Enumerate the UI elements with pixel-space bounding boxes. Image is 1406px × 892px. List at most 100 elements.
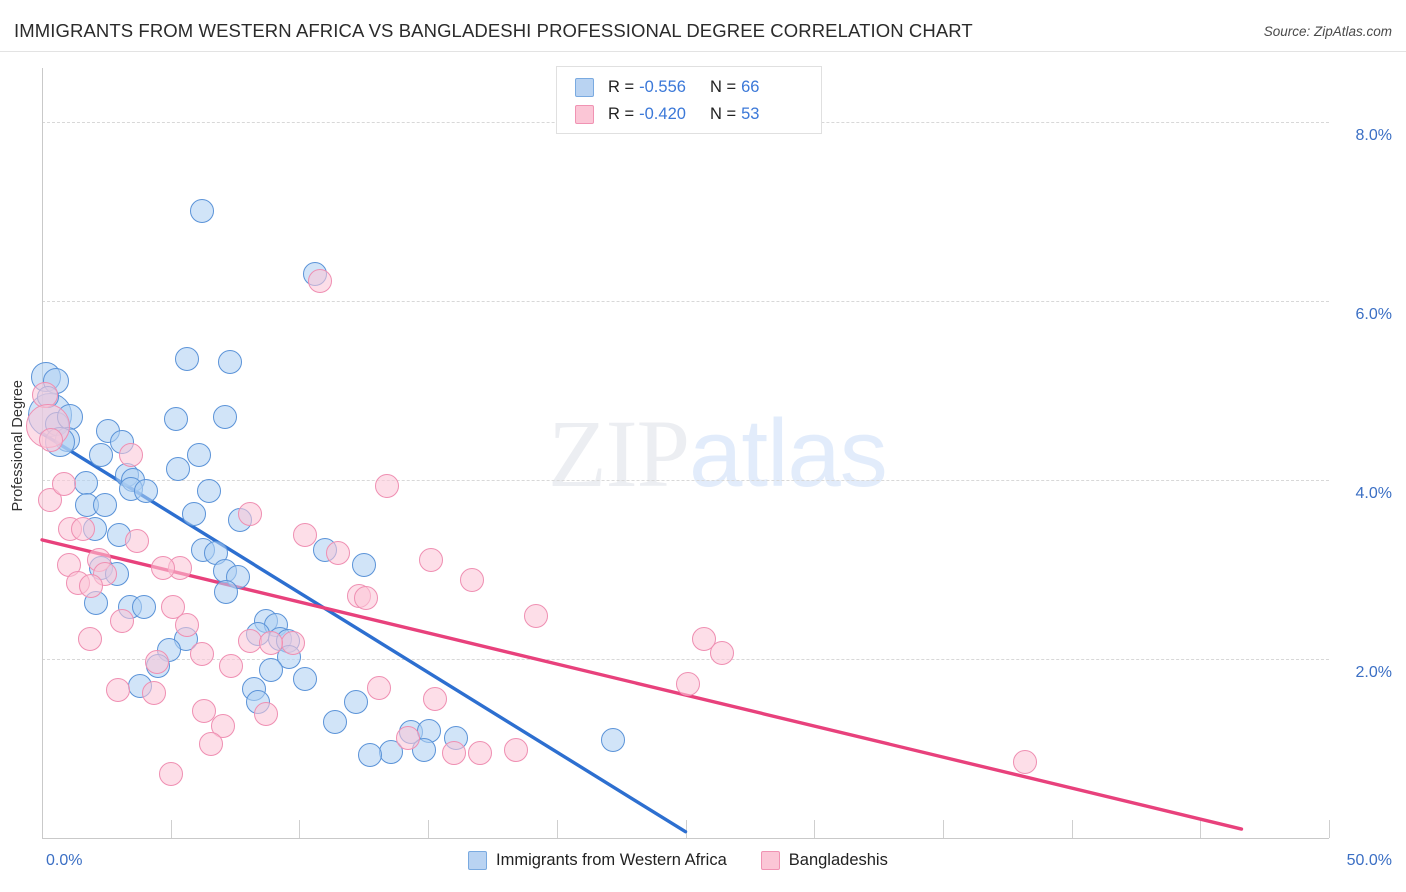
scatter-point[interactable]: [150, 555, 175, 580]
scatter-point[interactable]: [676, 672, 701, 696]
legend-swatch-western-africa: [575, 78, 594, 97]
page-title: IMMIGRANTS FROM WESTERN AFRICA VS BANGLA…: [14, 20, 973, 41]
scatter-point[interactable]: [118, 442, 143, 467]
scatter-point[interactable]: [189, 199, 214, 224]
r-value-bangladeshis: -0.420: [639, 105, 686, 123]
scatter-point[interactable]: [422, 687, 447, 712]
scatter-point[interactable]: [358, 742, 383, 767]
scatter-point[interactable]: [77, 627, 102, 652]
watermark-zip: ZIP: [548, 400, 690, 507]
scatter-point[interactable]: [219, 654, 244, 679]
scatter-point[interactable]: [212, 405, 237, 430]
n-value-western-africa: 66: [741, 78, 760, 96]
n-label-bangladeshis: N =: [709, 105, 737, 123]
scatter-point[interactable]: [326, 541, 350, 566]
scatter-point[interactable]: [418, 548, 443, 573]
scatter-point[interactable]: [144, 649, 169, 674]
x-axis-tick: [299, 820, 300, 838]
scatter-point[interactable]: [307, 269, 332, 294]
scatter-point[interactable]: [374, 474, 399, 499]
scatter-point[interactable]: [131, 595, 156, 619]
x-axis-line: [42, 838, 1329, 839]
series-label-bangladeshis[interactable]: Bangladeshis: [788, 851, 888, 869]
scatter-point[interactable]: [601, 727, 626, 752]
series-label-western-africa[interactable]: Immigrants from Western Africa: [496, 851, 727, 869]
zipatlas-watermark: ZIPatlas: [548, 398, 888, 509]
scatter-point[interactable]: [323, 709, 348, 734]
scatter-point[interactable]: [503, 738, 528, 763]
scatter-point[interactable]: [175, 612, 200, 637]
scatter-point[interactable]: [73, 470, 98, 495]
scatter-point[interactable]: [354, 586, 379, 611]
scatter-point[interactable]: [467, 740, 492, 765]
scatter-point[interactable]: [166, 457, 191, 482]
series-legend: Immigrants from Western Africa Banglades…: [468, 851, 888, 870]
x-axis-min-label: 0.0%: [46, 852, 83, 869]
correlation-legend: R = -0.556 N = 66 R = -0.420 N = 53: [556, 66, 822, 134]
x-axis-tick: [686, 820, 687, 838]
scatter-point[interactable]: [395, 725, 420, 750]
x-axis-tick: [1329, 820, 1330, 838]
scatter-point[interactable]: [189, 642, 214, 667]
y-axis-tick-label: 2.0%: [1355, 663, 1392, 681]
correlation-row-western-africa: R = -0.556 N = 66: [575, 74, 821, 101]
scatter-point[interactable]: [198, 731, 223, 756]
scatter-point[interactable]: [214, 579, 239, 604]
x-axis-tick: [171, 820, 172, 838]
r-value-western-africa: -0.556: [639, 78, 686, 96]
scatter-point[interactable]: [344, 689, 369, 714]
legend-swatch-bangladeshis: [575, 105, 594, 124]
scatter-point[interactable]: [217, 349, 242, 374]
scatter-point[interactable]: [39, 427, 63, 452]
watermark-atlas: atlas: [689, 400, 888, 507]
series-swatch-bangladeshis[interactable]: [760, 851, 780, 870]
scatter-point[interactable]: [134, 478, 159, 503]
x-axis-tick: [428, 820, 429, 838]
y-axis-title: Professional Degree: [10, 380, 26, 512]
scatter-point[interactable]: [163, 406, 188, 431]
scatter-point[interactable]: [109, 609, 134, 634]
scatter-point[interactable]: [351, 552, 376, 577]
scatter-point[interactable]: [709, 640, 734, 665]
scatter-point[interactable]: [367, 675, 392, 700]
series-swatch-western-africa[interactable]: [468, 851, 487, 870]
y-axis-tick-label: 6.0%: [1355, 305, 1392, 323]
scatter-point[interactable]: [51, 472, 76, 497]
y-axis-line: [42, 68, 43, 838]
correlation-row-bangladeshis: R = -0.420 N = 53: [575, 101, 821, 128]
scatter-point[interactable]: [412, 738, 437, 763]
n-label-western-africa: N =: [709, 78, 737, 96]
scatter-point[interactable]: [253, 702, 278, 727]
scatter-point[interactable]: [441, 740, 466, 765]
scatter-point[interactable]: [181, 501, 206, 526]
x-axis-tick: [557, 820, 558, 838]
scatter-point[interactable]: [175, 346, 200, 371]
n-value-bangladeshis: 53: [741, 105, 760, 123]
scatter-point[interactable]: [71, 517, 96, 542]
scatter-point[interactable]: [280, 630, 305, 655]
scatter-point[interactable]: [524, 603, 549, 628]
scatter-point[interactable]: [187, 442, 211, 467]
scatter-point[interactable]: [105, 678, 130, 703]
scatter-point[interactable]: [238, 501, 263, 526]
scatter-point[interactable]: [459, 568, 484, 593]
scatter-point[interactable]: [259, 630, 284, 655]
scatter-point[interactable]: [89, 442, 114, 467]
scatter-point[interactable]: [125, 528, 150, 553]
scatter-point[interactable]: [292, 666, 317, 691]
scatter-point[interactable]: [1013, 749, 1038, 774]
gridline-y: [42, 479, 1329, 481]
scatter-point[interactable]: [158, 761, 183, 786]
gridline-y: [42, 300, 1329, 302]
header-divider: [0, 51, 1406, 52]
scatter-point[interactable]: [93, 492, 118, 517]
scatter-point[interactable]: [141, 680, 166, 705]
x-axis-tick: [1072, 820, 1073, 838]
scatter-point[interactable]: [78, 573, 103, 598]
scatter-point[interactable]: [197, 478, 222, 503]
x-axis-tick: [814, 820, 815, 838]
y-axis-tick-label: 8.0%: [1355, 126, 1392, 144]
scatter-point[interactable]: [292, 523, 317, 548]
scatter-point[interactable]: [259, 657, 284, 682]
